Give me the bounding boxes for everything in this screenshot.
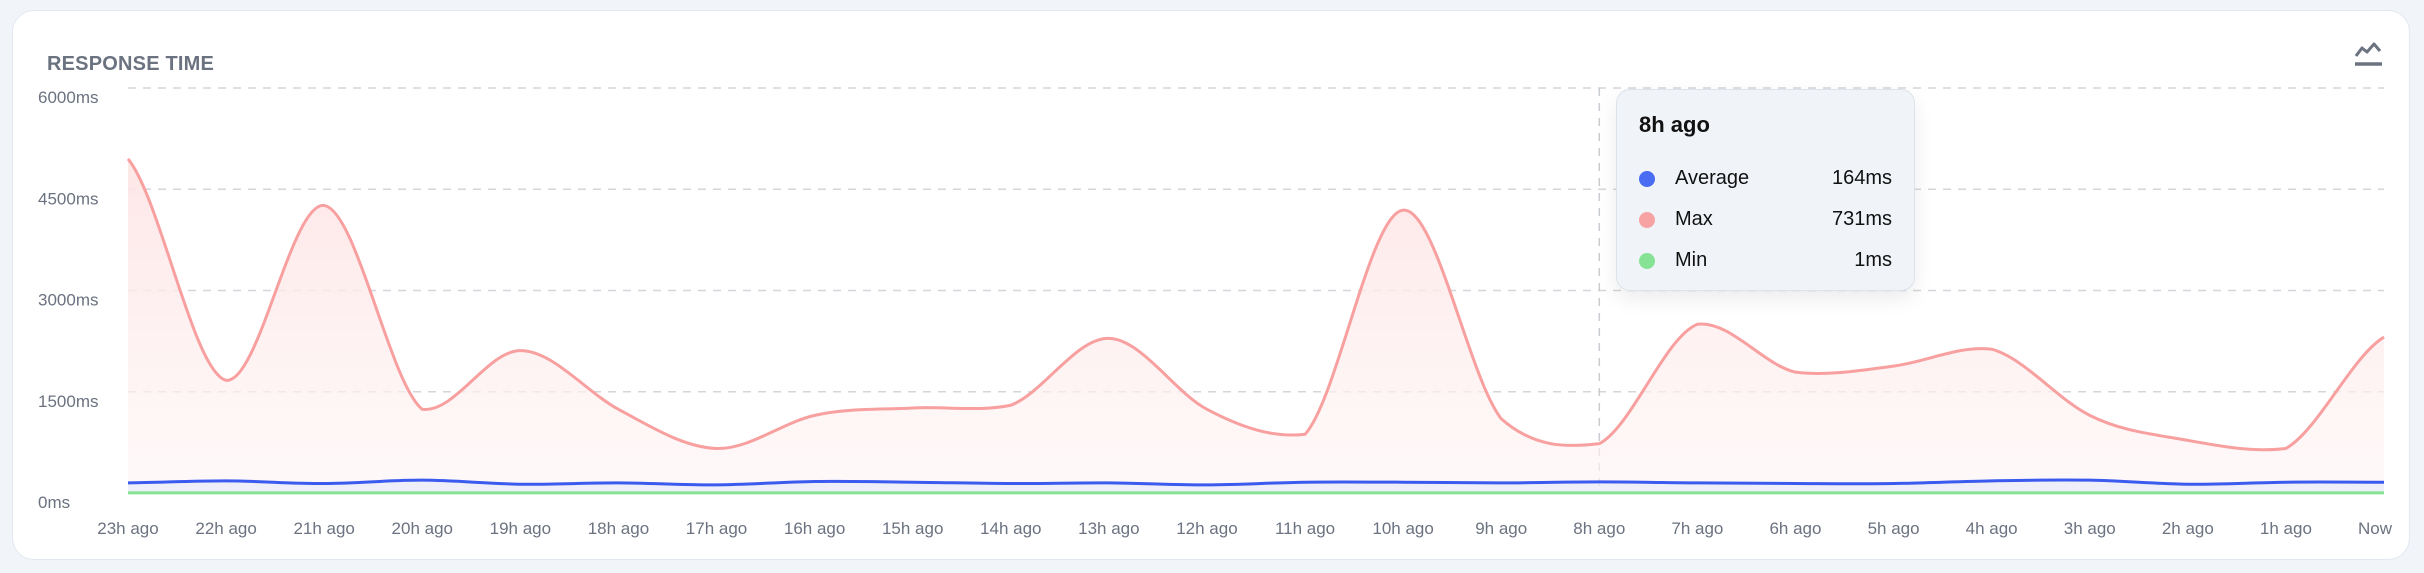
tooltip-row-average: Average 164ms [1639, 158, 1892, 199]
x-tick-label: 13h ago [1078, 519, 1139, 538]
tooltip-label: Average [1675, 167, 1750, 189]
tooltip-title: 8h ago [1639, 112, 1710, 137]
x-tick-label: 9h ago [1475, 519, 1527, 538]
x-tick-label: 19h ago [490, 519, 551, 538]
line-chart-icon[interactable] [2352, 38, 2386, 68]
card-title: RESPONSE TIME [47, 53, 215, 75]
average-dot-icon [1639, 170, 1655, 187]
x-tick-label: 5h ago [1868, 519, 1920, 538]
tooltip-value: 1ms [1854, 249, 1892, 271]
tooltip-value: 164ms [1831, 167, 1892, 189]
min-dot-icon [1639, 252, 1655, 269]
y-tick-label: 1500ms [38, 392, 98, 411]
average-series-area [128, 479, 2384, 493]
chart-tooltip: 8h ago Average 164ms Max 731ms Min 1ms [1616, 89, 1915, 291]
x-tick-label: 16h ago [784, 519, 845, 538]
tooltip-row-max: Max 731ms [1639, 199, 1892, 240]
tooltip-label: Max [1675, 208, 1713, 230]
x-tick-label: 2h ago [2162, 519, 2214, 538]
y-tick-label: 3000ms [38, 291, 98, 310]
max-series-area [128, 158, 2384, 493]
tooltip-row-min: Min 1ms [1639, 240, 1892, 281]
x-tick-label: 12h ago [1176, 519, 1237, 538]
max-dot-icon [1639, 211, 1655, 228]
y-tick-label: 6000ms [38, 88, 98, 107]
x-tick-label: 6h ago [1769, 519, 1821, 538]
x-tick-label: 14h ago [980, 519, 1041, 538]
average-series-line [127, 478, 2385, 487]
tooltip-label: Min [1675, 249, 1708, 271]
x-tick-label: 10h ago [1372, 519, 1433, 538]
x-tick-label: 15h ago [882, 519, 943, 538]
x-tick-label: 22h ago [195, 519, 256, 538]
x-tick-label: 20h ago [392, 519, 453, 538]
x-tick-label: 18h ago [588, 519, 649, 538]
x-tick-label: 4h ago [1966, 519, 2018, 538]
x-tick-label: 7h ago [1671, 519, 1723, 538]
y-tick-label: 4500ms [38, 189, 98, 208]
x-tick-label: 8h ago [1573, 519, 1625, 538]
max-series-line [126, 157, 2385, 452]
x-tick-label: 17h ago [686, 519, 747, 538]
tooltip-value: 731ms [1831, 208, 1892, 230]
x-tick-label: Now [2358, 519, 2393, 538]
x-tick-label: 23h ago [97, 519, 158, 538]
y-tick-label: 0ms [38, 493, 70, 512]
x-tick-label: 21h ago [293, 519, 354, 538]
x-tick-label: 3h ago [2064, 519, 2116, 538]
x-tick-label: 11h ago [1275, 519, 1335, 538]
x-tick-label: 1h ago [2260, 519, 2312, 538]
